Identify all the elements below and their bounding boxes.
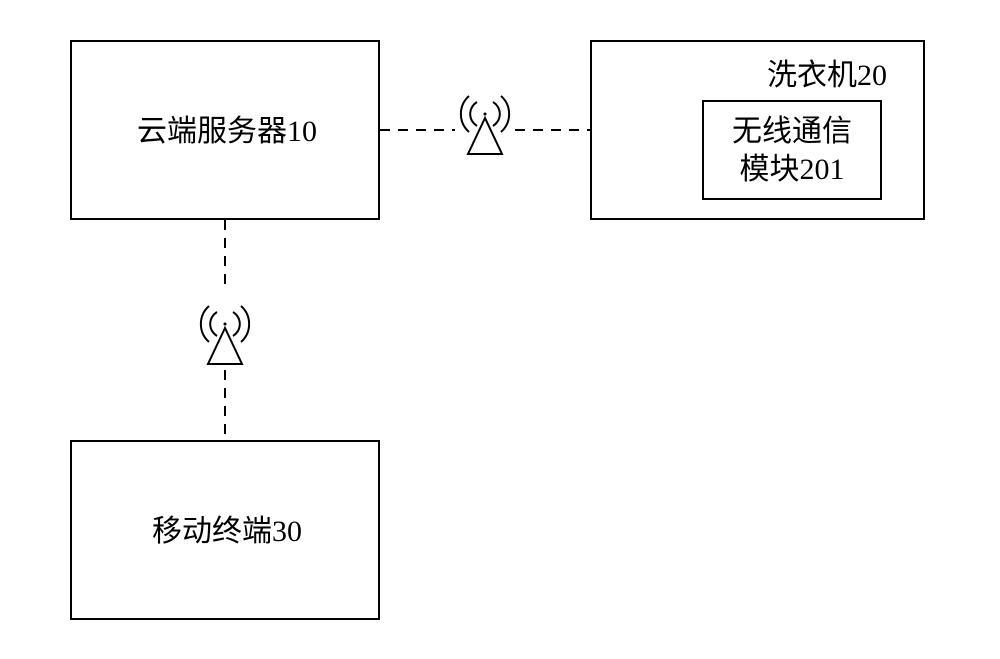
mobile-terminal-label: 移动终端30 [72,514,382,550]
mobile-terminal-box: 移动终端30 [70,440,380,620]
wireless-module-box: 无线通信 模块201 [702,100,882,200]
wireless-icon [201,306,249,364]
edge-server-to-mobile [165,220,285,440]
wireless-icon [461,96,509,154]
wireless-module-label-line2: 模块201 [704,152,880,188]
wireless-module-label-line1: 无线通信 [704,114,880,150]
washing-machine-box: 洗衣机20 无线通信 模块201 [590,40,925,220]
edge-server-to-washer [380,70,590,190]
cloud-server-box: 云端服务器10 [70,40,380,220]
washing-machine-label: 洗衣机20 [742,58,912,94]
cloud-server-label: 云端服务器10 [72,114,382,150]
